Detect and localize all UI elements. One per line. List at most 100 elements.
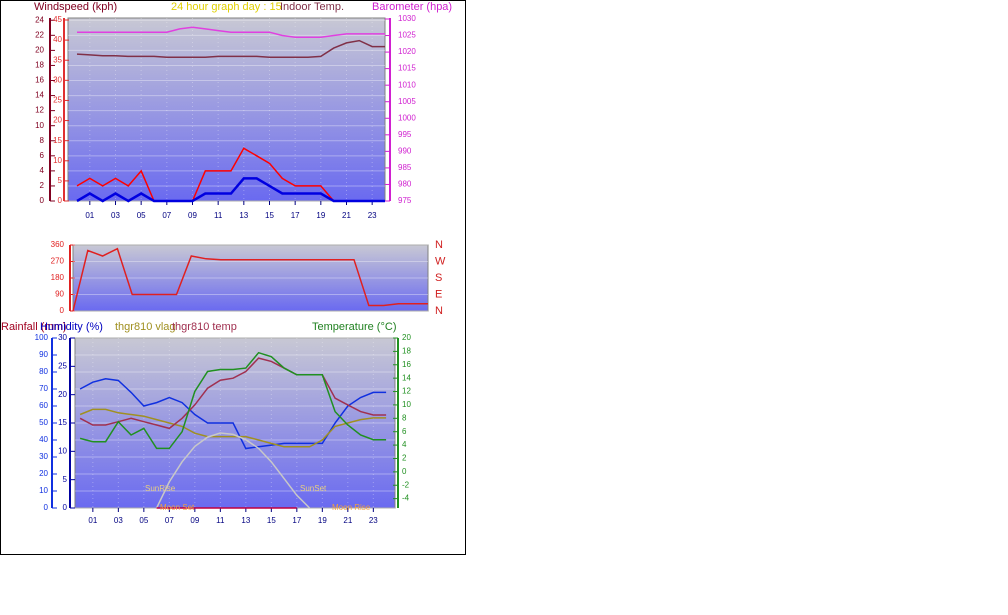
series-line bbox=[79, 357, 387, 430]
series-line bbox=[155, 432, 311, 509]
tick-label: 995 bbox=[398, 130, 412, 139]
tick-label: 45 bbox=[53, 15, 62, 24]
tick-label: 40 bbox=[39, 435, 48, 444]
tick-label: 18 bbox=[402, 346, 411, 355]
x-tick-label: 01 bbox=[88, 516, 97, 525]
series-line bbox=[76, 177, 385, 203]
y2-label: Temperature (°C) bbox=[312, 321, 396, 333]
x-tick-label: 21 bbox=[342, 211, 351, 220]
series-line bbox=[76, 39, 385, 58]
direction-label: W bbox=[435, 255, 446, 267]
x-tick-label: 17 bbox=[292, 516, 301, 525]
tick-label: 14 bbox=[35, 91, 44, 100]
x-tick-label: 23 bbox=[368, 211, 377, 220]
tick-label: 18 bbox=[35, 61, 44, 70]
x-tick-label: 05 bbox=[137, 211, 146, 220]
tick-label: 22 bbox=[35, 30, 44, 39]
tick-label: 270 bbox=[51, 257, 65, 266]
x-tick-label: 11 bbox=[216, 516, 225, 525]
tick-label: 0 bbox=[58, 196, 63, 205]
series-line bbox=[79, 378, 387, 450]
y2-label: Barometer (hpa) bbox=[372, 1, 452, 13]
annotation: Moon Rise bbox=[332, 503, 371, 512]
tick-label: 70 bbox=[39, 384, 48, 393]
tick-label: 1005 bbox=[398, 97, 416, 106]
tick-label: 2 bbox=[40, 181, 45, 190]
tick-label: 25 bbox=[58, 361, 67, 370]
tick-label: 0 bbox=[402, 467, 407, 476]
tick-label: 1000 bbox=[398, 113, 416, 122]
x-tick-label: 23 bbox=[369, 516, 378, 525]
direction-label: N bbox=[435, 305, 443, 317]
tick-label: 8 bbox=[402, 413, 407, 422]
tick-label: 15 bbox=[53, 136, 62, 145]
tick-label: 30 bbox=[53, 75, 62, 84]
tick-label: 10 bbox=[39, 486, 48, 495]
tick-label: 10 bbox=[402, 400, 411, 409]
tick-label: 180 bbox=[51, 273, 65, 282]
tick-label: 8 bbox=[40, 136, 45, 145]
series-line bbox=[79, 351, 387, 450]
x-tick-label: 03 bbox=[114, 516, 123, 525]
tick-label: 6 bbox=[40, 151, 45, 160]
x-tick-label: 03 bbox=[111, 211, 120, 220]
tick-label: 1010 bbox=[398, 80, 416, 89]
tick-label: 360 bbox=[51, 240, 65, 249]
tick-label: 90 bbox=[55, 290, 64, 299]
x-tick-label: 15 bbox=[267, 516, 276, 525]
tick-label: 100 bbox=[35, 333, 49, 342]
x-tick-label: 17 bbox=[291, 211, 300, 220]
tick-label: 20 bbox=[39, 469, 48, 478]
tick-label: 980 bbox=[398, 180, 412, 189]
tick-label: 6 bbox=[402, 427, 407, 436]
tick-label: 0 bbox=[40, 196, 45, 205]
x-tick-label: 21 bbox=[343, 516, 352, 525]
x-tick-label: 15 bbox=[265, 211, 274, 220]
tick-label: 985 bbox=[398, 163, 412, 172]
tick-label: 1025 bbox=[398, 31, 416, 40]
tick-label: 12 bbox=[402, 387, 411, 396]
tick-label: 4 bbox=[40, 166, 45, 175]
tick-label: 0 bbox=[63, 503, 68, 512]
series-line bbox=[77, 26, 385, 38]
tick-label: 90 bbox=[39, 350, 48, 359]
tick-label: 0 bbox=[60, 306, 65, 315]
tick-label: 35 bbox=[53, 55, 62, 64]
tick-label: 5 bbox=[63, 475, 68, 484]
y3-label: Rainfall (mm) bbox=[1, 321, 66, 333]
legend-label: Indoor Temp. bbox=[280, 1, 344, 13]
tick-label: 20 bbox=[53, 116, 62, 125]
tick-label: 14 bbox=[402, 373, 411, 382]
tick-label: 30 bbox=[39, 452, 48, 461]
plot-area bbox=[72, 244, 429, 312]
tick-label: 50 bbox=[39, 418, 48, 427]
x-tick-label: 09 bbox=[188, 211, 197, 220]
y-label: Windspeed (kph) bbox=[34, 1, 117, 13]
x-tick-label: 05 bbox=[139, 516, 148, 525]
tick-label: 1020 bbox=[398, 47, 416, 56]
plot-area bbox=[67, 17, 386, 202]
x-tick-label: 09 bbox=[190, 516, 199, 525]
tick-label: 20 bbox=[58, 390, 67, 399]
direction-label: N bbox=[435, 239, 443, 251]
tick-label: 1030 bbox=[398, 14, 416, 23]
tick-label: 16 bbox=[35, 76, 44, 85]
x-tick-label: 13 bbox=[241, 516, 250, 525]
y-label: Humidity (%) bbox=[40, 321, 103, 333]
tick-label: 20 bbox=[35, 45, 44, 54]
tick-label: 10 bbox=[58, 446, 67, 455]
tick-label: -2 bbox=[402, 480, 410, 489]
tick-label: 10 bbox=[35, 121, 44, 130]
series-line bbox=[72, 247, 428, 312]
tick-label: 24 bbox=[35, 15, 44, 24]
x-tick-label: 07 bbox=[162, 211, 171, 220]
annotation: Moon Set bbox=[160, 503, 195, 512]
tick-label: 10 bbox=[53, 156, 62, 165]
tick-label: -4 bbox=[402, 494, 410, 503]
tick-label: 990 bbox=[398, 146, 412, 155]
legend-label: thgr810 temp bbox=[172, 321, 237, 333]
x-tick-label: 01 bbox=[85, 211, 94, 220]
x-tick-label: 19 bbox=[318, 516, 327, 525]
tick-label: 80 bbox=[39, 367, 48, 376]
